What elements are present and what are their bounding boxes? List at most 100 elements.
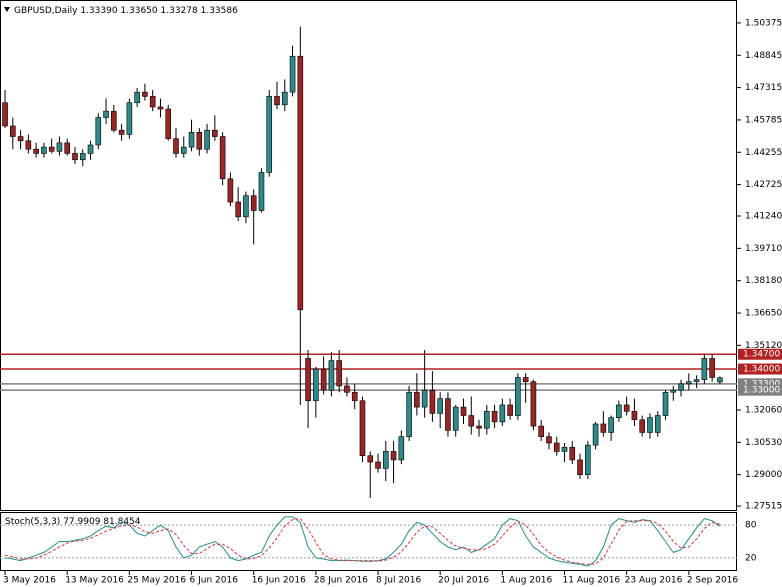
open-label: 1.33390: [80, 6, 117, 16]
candle-body: [693, 379, 700, 383]
candle-body: [344, 385, 350, 393]
high-label: 1.33650: [120, 6, 157, 16]
candle-body: [274, 96, 280, 106]
y-tick-label: 1.42725: [745, 180, 782, 190]
candle-body: [56, 142, 63, 152]
candle-body: [445, 398, 451, 431]
candle-body: [406, 391, 412, 437]
y-tick-label: 1.27515: [745, 502, 782, 512]
menu-arrow: [4, 7, 10, 12]
candle-body: [48, 146, 55, 152]
candle-body: [561, 446, 568, 452]
candle-body: [305, 358, 311, 402]
candle-body: [553, 442, 560, 452]
candle-body: [507, 404, 513, 416]
candle-body: [157, 106, 164, 110]
y-tick-label: 1.47315: [745, 83, 782, 93]
candle-body: [258, 172, 265, 211]
candle-body: [313, 368, 319, 402]
stoch-d-value: 81.8454: [103, 517, 140, 527]
candle-body: [623, 404, 630, 412]
candle-body: [592, 423, 599, 446]
candle-body: [709, 358, 715, 378]
candle-body: [616, 404, 622, 418]
candle-body: [243, 195, 249, 218]
x-tick-label: 8 Jul 2016: [376, 576, 421, 586]
level-label: 1.34700: [743, 350, 780, 360]
candle-body: [654, 415, 661, 433]
candle-body: [390, 451, 397, 461]
candle-body: [375, 461, 381, 469]
candle-body: [515, 377, 521, 416]
level-label-box: [738, 384, 782, 396]
y-tick-label: 1.29000: [745, 470, 782, 480]
candle-body: [320, 368, 327, 391]
candle-body: [250, 195, 257, 211]
stoch-tick-label: 80: [745, 521, 757, 531]
candle-body: [569, 446, 576, 461]
stoch-tick-label: 20: [745, 553, 757, 563]
x-tick-label: 16 Jun 2016: [252, 576, 306, 586]
candle-body: [188, 132, 195, 148]
candle-body: [72, 153, 78, 161]
stoch-line: [5, 516, 721, 567]
candle-body: [398, 436, 405, 461]
candle-body: [235, 201, 241, 218]
candle-body: [600, 423, 607, 433]
candle-body: [414, 391, 420, 408]
candle-body: [530, 381, 537, 427]
candle-body: [17, 136, 24, 142]
candle-body: [608, 417, 614, 433]
candle-body: [499, 404, 506, 423]
x-tick-label: 11 Aug 2016: [563, 576, 621, 586]
candle-body: [149, 96, 156, 108]
candle-body: [382, 451, 389, 469]
y-tick-label: 1.36650: [745, 309, 782, 319]
stoch-title: Stoch(5,3,3): [5, 517, 60, 527]
candle-body: [662, 391, 669, 416]
y-tick-label: 1.48845: [745, 51, 782, 61]
candle-body: [328, 360, 335, 391]
candle-body: [196, 132, 203, 150]
candle-body: [41, 146, 47, 154]
candle-body: [631, 410, 638, 421]
level-label-box: [738, 348, 782, 360]
x-tick-label: 20 Jul 2016: [438, 576, 489, 586]
candle-body: [351, 391, 358, 402]
candle-body: [546, 436, 552, 444]
level-label: 1.33000: [743, 386, 780, 396]
candle-body: [219, 136, 226, 180]
candle-body: [227, 178, 234, 203]
x-tick-label: 3 May 2016: [3, 576, 56, 586]
candle-body: [87, 144, 94, 154]
candle-body: [204, 129, 210, 150]
stoch-header: Stoch(5,3,3) 77.9909 81.8454: [5, 517, 141, 527]
candle-body: [33, 148, 39, 154]
symbol: GBPUSD,Daily: [14, 6, 78, 16]
x-tick-label: 25 May 2016: [127, 576, 186, 586]
candle-body: [266, 96, 273, 173]
candle-body: [686, 381, 692, 385]
candle-body: [577, 459, 583, 476]
level-label: 1.33300: [743, 379, 780, 389]
level-label-box: [738, 363, 782, 375]
candle-body: [212, 129, 218, 137]
candle-body: [437, 398, 443, 414]
x-tick-label: 6 Jun 2016: [190, 576, 239, 586]
candle-body: [359, 400, 366, 456]
candle-body: [64, 142, 71, 154]
candle-body: [118, 129, 125, 135]
x-tick-label: 1 Aug 2016: [500, 576, 552, 586]
y-tick-label: 1.32060: [745, 406, 782, 416]
x-tick-label: 23 Aug 2016: [625, 576, 683, 586]
candle-body: [297, 55, 304, 311]
candle-body: [142, 91, 148, 97]
candle-body: [111, 110, 117, 131]
y-tick-label: 1.44255: [745, 148, 782, 158]
x-tick-label: 13 May 2016: [65, 576, 124, 586]
y-tick-label: 1.50375: [745, 18, 782, 28]
close-label: 1.33586: [201, 6, 238, 16]
y-tick-label: 1.39710: [745, 244, 782, 254]
